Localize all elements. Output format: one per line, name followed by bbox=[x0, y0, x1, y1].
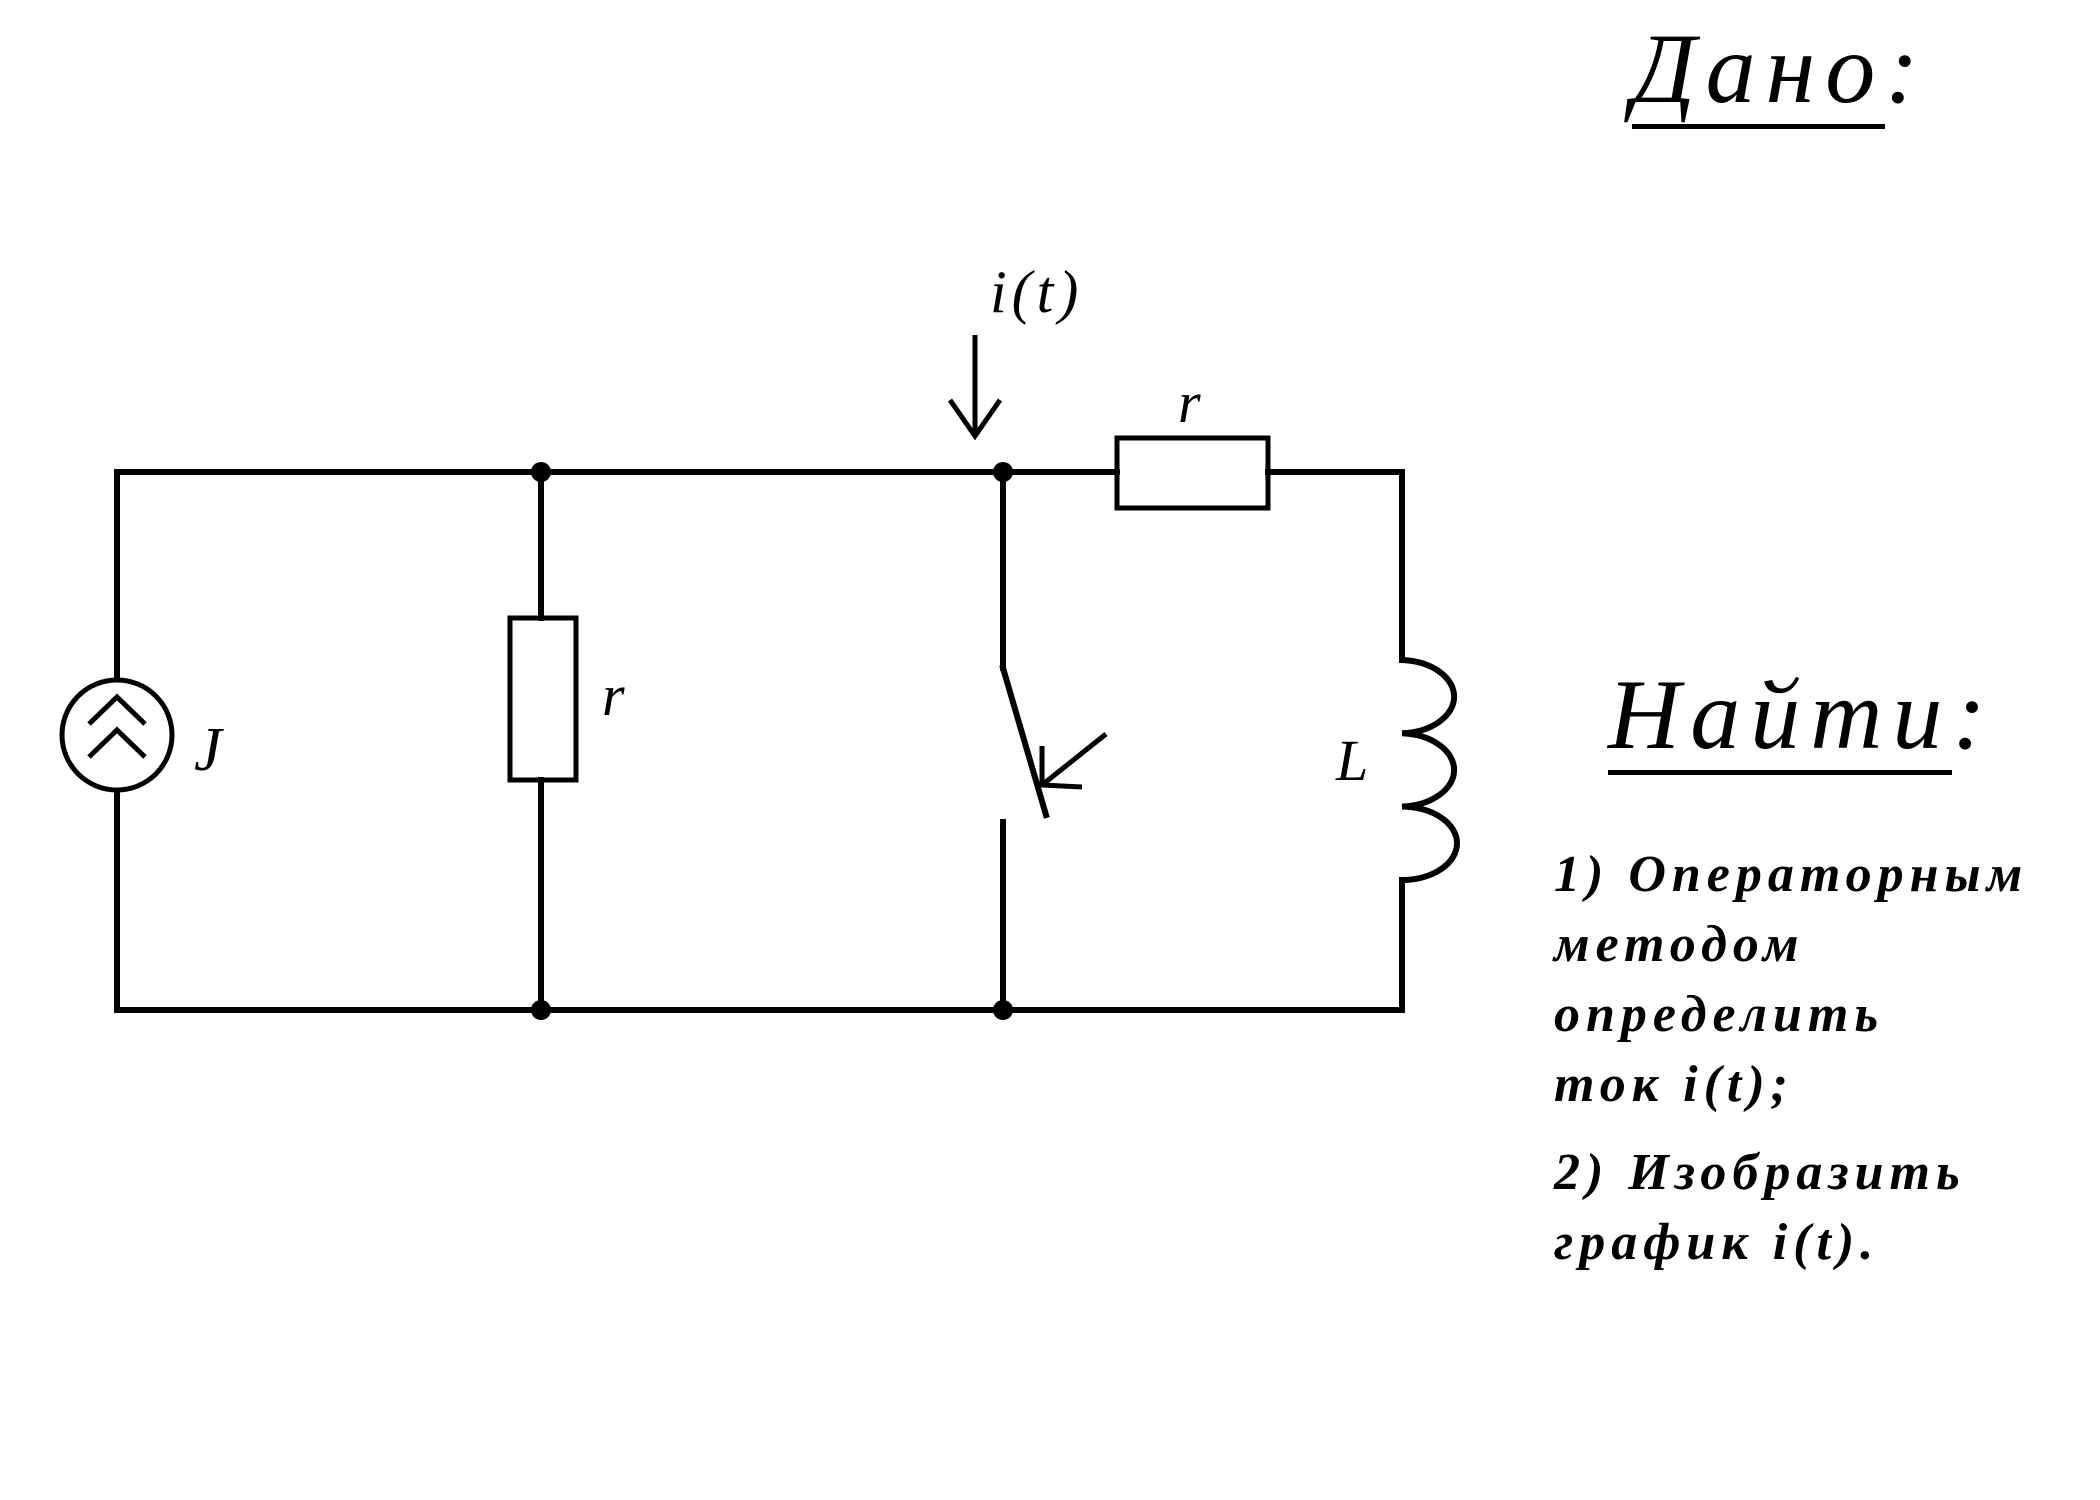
inductor bbox=[1398, 656, 1460, 884]
task-list: 1) Операторным методом определить ток i(… bbox=[1554, 840, 2084, 1296]
find-colon: : bbox=[1952, 659, 1996, 770]
switch-blade bbox=[999, 664, 1050, 819]
current-source-arrow-upper bbox=[87, 693, 147, 726]
current-label: i(t) bbox=[990, 259, 1083, 325]
switch-arrow-shaft bbox=[1040, 732, 1108, 787]
find-heading: Найти: bbox=[1608, 659, 1996, 775]
task-item-1: 1) Операторным методом определить ток i(… bbox=[1554, 846, 2029, 1113]
current-arrow-head bbox=[947, 398, 1003, 441]
given-title-text: Дано bbox=[1632, 13, 1886, 129]
switch bbox=[999, 664, 1108, 819]
node-top-switch bbox=[993, 462, 1013, 482]
node-bottom-switch bbox=[993, 1000, 1013, 1020]
find-title-text: Найти bbox=[1608, 659, 1953, 775]
current-source-arrow-lower bbox=[87, 726, 147, 759]
left-resistor-label: r bbox=[602, 663, 625, 728]
top-resistor bbox=[1114, 435, 1271, 511]
node-top-left bbox=[531, 462, 551, 482]
current-arrow bbox=[947, 335, 1003, 441]
inductor-label: L bbox=[1335, 728, 1368, 793]
left-resistor bbox=[507, 615, 579, 783]
node-bottom-left bbox=[531, 1000, 551, 1020]
given-colon: : bbox=[1885, 13, 1929, 124]
current-source-circle bbox=[59, 677, 175, 793]
given-heading: Дано: bbox=[1632, 13, 1929, 129]
current-source bbox=[59, 677, 175, 793]
switch-arrow-head bbox=[1039, 746, 1083, 790]
current-source-label: J bbox=[194, 716, 224, 784]
task-item-2: 2) Изобразить график i(t). bbox=[1554, 1144, 1966, 1271]
wires bbox=[114, 469, 1405, 1013]
junction-nodes bbox=[531, 462, 1013, 1020]
top-resistor-label: r bbox=[1178, 370, 1201, 435]
